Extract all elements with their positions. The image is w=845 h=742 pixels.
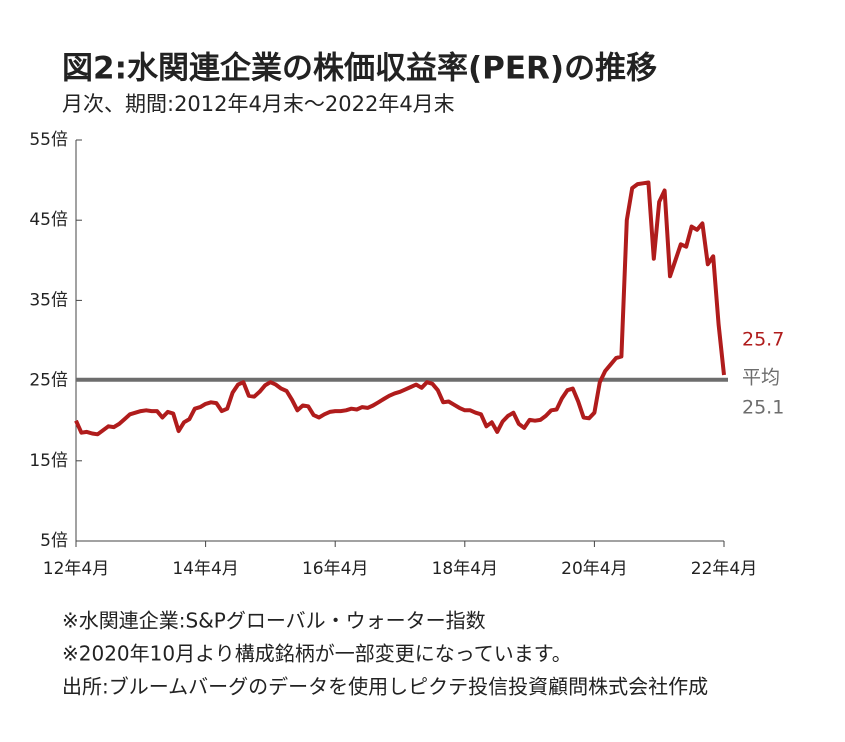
last-value-label: 25.7 [742,329,784,351]
y-tick-label: 15倍 [29,451,68,471]
y-tick-label: 5倍 [40,531,68,551]
x-tick-label: 20年4月 [561,559,627,579]
average-label: 平均 [742,367,780,389]
x-tick-label: 12年4月 [43,559,109,579]
x-tick-label: 18年4月 [432,559,498,579]
x-tick-label: 14年4月 [172,559,238,579]
x-tick-label: 16年4月 [302,559,368,579]
note: ※水関連企業:S&Pグローバル・ウォーター指数 [62,609,486,633]
x-tick-label: 22年4月 [691,559,757,579]
average-value: 25.1 [742,397,784,419]
chart-title: 図2:水関連企業の株価収益率(PER)の推移 [62,51,657,87]
chart-subtitle: 月次、期間:2012年4月末～2022年4月末 [62,92,455,116]
y-tick-label: 45倍 [29,210,68,230]
note: 出所:ブルームバーグのデータを使用しピクテ投信投資顧問株式会社作成 [62,675,708,699]
note: ※2020年10月より構成銘柄が一部変更になっています。 [62,642,572,666]
y-tick-label: 25倍 [29,371,68,391]
data-line [74,180,726,437]
y-tick-label: 35倍 [29,290,68,310]
y-tick-label: 55倍 [29,130,68,150]
